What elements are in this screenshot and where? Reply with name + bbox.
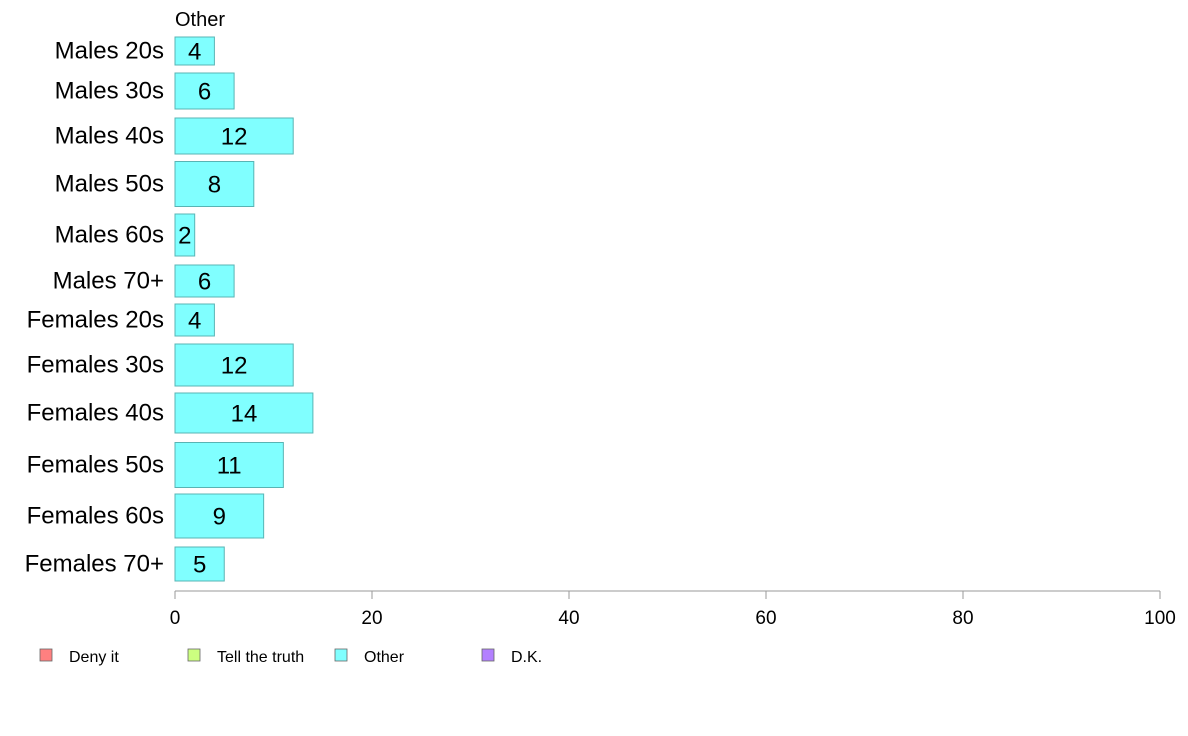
bar-value-label: 9 <box>213 504 226 531</box>
x-axis: 0 20 40 60 80 100 <box>170 590 1176 629</box>
bar-value-label: 5 <box>193 552 206 579</box>
bar-row: Females 70+ 5 <box>25 546 225 582</box>
bar-value-label: 11 <box>217 453 242 480</box>
bar-value-label: 4 <box>188 39 201 66</box>
bar <box>174 264 235 298</box>
x-tick-label: 80 <box>952 608 973 629</box>
legend-item: D.K. <box>481 648 542 666</box>
bar-value-label: 8 <box>208 172 221 199</box>
legend-label: Other <box>364 649 405 666</box>
bar <box>174 493 265 539</box>
panel-title: Other <box>175 9 225 31</box>
category-label: Females 50s <box>27 452 164 479</box>
category-label: Males 60s <box>55 222 164 249</box>
bar <box>174 442 284 488</box>
x-tick-label: 0 <box>170 608 181 629</box>
bar-row: Females 50s 11 <box>27 442 284 488</box>
x-tick-label: 60 <box>755 608 776 629</box>
bar <box>174 161 255 207</box>
legend-swatch <box>481 648 495 662</box>
category-label: Males 20s <box>55 38 164 65</box>
category-label: Males 70+ <box>53 268 164 295</box>
bar-row: Males 70+ 6 <box>53 264 235 298</box>
bar-row: Males 60s 2 <box>55 213 196 257</box>
category-label: Females 40s <box>27 400 164 427</box>
bar <box>174 72 235 110</box>
bar-rows: Males 20s 4 Males 30s 6 Males 40s 12 Males 50s… <box>25 36 314 582</box>
legend-item: Tell the truth <box>187 648 304 666</box>
bar-row: Males 50s 8 <box>55 161 255 207</box>
bar-row: Males 30s 6 <box>55 72 235 110</box>
category-label: Females 70+ <box>25 551 164 578</box>
category-label: Males 30s <box>55 78 164 105</box>
bar <box>174 546 225 582</box>
bar <box>174 392 314 434</box>
x-tick-label: 100 <box>1144 608 1176 629</box>
bar-value-label: 12 <box>221 353 248 380</box>
category-label: Females 30s <box>27 352 164 379</box>
legend: Deny it Tell the truth Other D.K. <box>39 648 542 666</box>
bar <box>174 117 294 155</box>
category-label: Males 40s <box>55 123 164 150</box>
bar <box>174 343 294 387</box>
bar-row: Males 20s 4 <box>55 36 215 66</box>
bar <box>174 36 215 66</box>
bar-row: Females 40s 14 <box>27 392 314 434</box>
bar-row: Females 60s 9 <box>27 493 265 539</box>
legend-swatch <box>39 648 53 662</box>
legend-swatch <box>187 648 201 662</box>
category-label: Females 20s <box>27 307 164 334</box>
bar <box>174 303 215 337</box>
legend-label: Deny it <box>69 649 119 666</box>
x-tick-label: 20 <box>361 608 382 629</box>
x-tick-label: 40 <box>558 608 579 629</box>
legend-item: Deny it <box>39 648 119 666</box>
bar-value-label: 4 <box>188 308 201 335</box>
bar-row: Males 40s 12 <box>55 117 294 155</box>
legend-label: Tell the truth <box>217 649 304 666</box>
bar-value-label: 6 <box>198 79 211 106</box>
legend-item: Other <box>334 648 405 666</box>
category-label: Females 60s <box>27 503 164 530</box>
bar-value-label: 2 <box>178 223 191 250</box>
legend-label: D.K. <box>511 649 542 666</box>
bar-value-label: 14 <box>231 401 258 428</box>
category-label: Males 50s <box>55 171 164 198</box>
legend-swatch <box>334 648 348 662</box>
bar <box>174 213 196 257</box>
bar-row: Females 20s 4 <box>27 303 215 337</box>
bar-value-label: 12 <box>221 124 248 151</box>
bar-value-label: 6 <box>198 269 211 296</box>
bar-row: Females 30s 12 <box>27 343 294 387</box>
